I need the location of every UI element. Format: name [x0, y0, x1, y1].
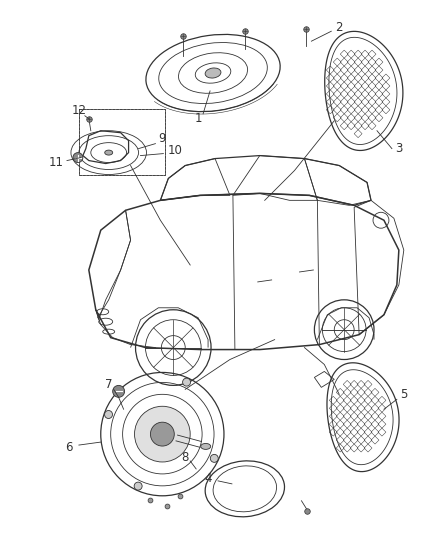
Circle shape [73, 152, 83, 163]
Text: 4: 4 [204, 472, 212, 486]
Circle shape [105, 410, 113, 418]
Text: 2: 2 [336, 21, 343, 34]
Text: 8: 8 [181, 450, 189, 464]
Text: 10: 10 [168, 144, 183, 157]
Ellipse shape [105, 150, 113, 155]
Ellipse shape [201, 443, 211, 449]
Text: 11: 11 [49, 156, 64, 169]
Text: 6: 6 [65, 441, 73, 454]
Circle shape [134, 406, 190, 462]
Text: 3: 3 [395, 142, 403, 155]
Text: 1: 1 [194, 112, 202, 125]
Circle shape [210, 455, 218, 462]
Text: 5: 5 [400, 388, 407, 401]
Circle shape [183, 378, 191, 386]
Polygon shape [160, 156, 371, 205]
Circle shape [150, 422, 174, 446]
Circle shape [113, 385, 124, 397]
Polygon shape [89, 193, 399, 350]
Text: 9: 9 [159, 132, 166, 145]
Text: 12: 12 [71, 104, 86, 117]
Ellipse shape [205, 68, 221, 78]
Text: 7: 7 [105, 378, 113, 391]
Circle shape [134, 482, 142, 490]
